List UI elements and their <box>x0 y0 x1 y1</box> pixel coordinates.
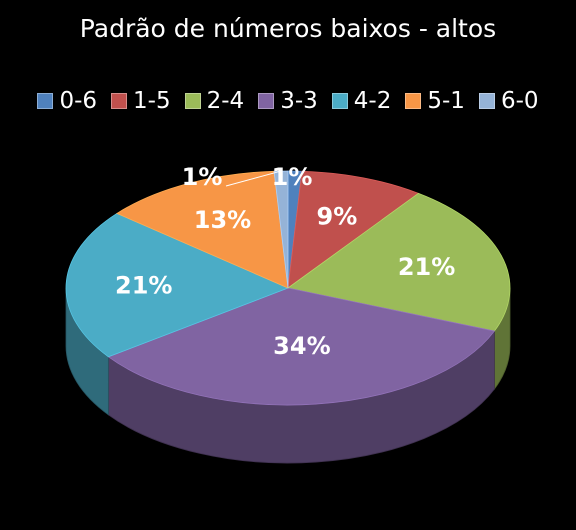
legend-item-5-1: 5-1 <box>405 88 465 114</box>
chart-legend: 0-6 1-5 2-4 3-3 4-2 5-1 6-0 <box>0 88 576 114</box>
legend-label-3-3: 3-3 <box>280 88 318 114</box>
pie-slice-3-3 <box>107 287 496 406</box>
legend-item-2-4: 2-4 <box>184 88 245 114</box>
legend-swatch-2-4 <box>184 93 201 109</box>
legend-item-1-5: 1-5 <box>111 88 171 114</box>
data-label-1-5: 9% <box>317 202 358 230</box>
legend-item-0-6: 0-6 <box>37 88 97 114</box>
legend-label-5-1: 5-1 <box>427 88 465 114</box>
chart-title: Padrão de números baixos - altos <box>79 14 497 43</box>
pie-slice-1-5 <box>287 170 420 289</box>
legend-label-1-5: 1-5 <box>133 88 171 114</box>
data-label-4-2: 21% <box>115 272 172 300</box>
legend-swatch-5-1 <box>405 93 422 109</box>
pie-slice-5-1 <box>116 170 289 289</box>
legend-swatch-6-0 <box>478 93 495 109</box>
pie-slice-4-2 <box>65 212 290 358</box>
legend-swatch-1-5 <box>111 93 128 109</box>
leader-line-6-0 <box>225 170 282 187</box>
data-label-0-6: 1% <box>272 163 313 191</box>
legend-label-0-6: 0-6 <box>59 88 98 114</box>
legend-item-6-0: 6-0 <box>478 88 539 114</box>
legend-label-2-4: 2-4 <box>206 88 245 114</box>
pie-top <box>65 170 511 406</box>
pie-slice-2-4 <box>287 192 511 332</box>
data-label-3-3: 34% <box>273 332 330 360</box>
legend-item-4-2: 4-2 <box>331 88 392 114</box>
legend-swatch-4-2 <box>331 93 348 109</box>
data-label-5-1: 13% <box>194 206 251 234</box>
legend-label-6-0: 6-0 <box>500 88 539 114</box>
legend-swatch-0-6 <box>37 93 54 109</box>
data-label-2-4: 21% <box>398 253 455 281</box>
legend-swatch-3-3 <box>258 93 275 109</box>
data-label-6-0: 1% <box>182 163 223 191</box>
legend-label-4-2: 4-2 <box>353 88 392 114</box>
legend-item-3-3: 3-3 <box>258 88 318 114</box>
pie-slice-6-0 <box>273 170 289 289</box>
pie-labels: 1%9%21%34%21%13%1% <box>115 163 455 360</box>
pie-sides <box>65 287 511 464</box>
